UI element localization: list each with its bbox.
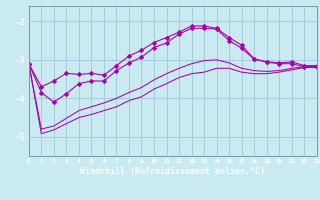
X-axis label: Windchill (Refroidissement éolien,°C): Windchill (Refroidissement éolien,°C) [80,167,265,176]
